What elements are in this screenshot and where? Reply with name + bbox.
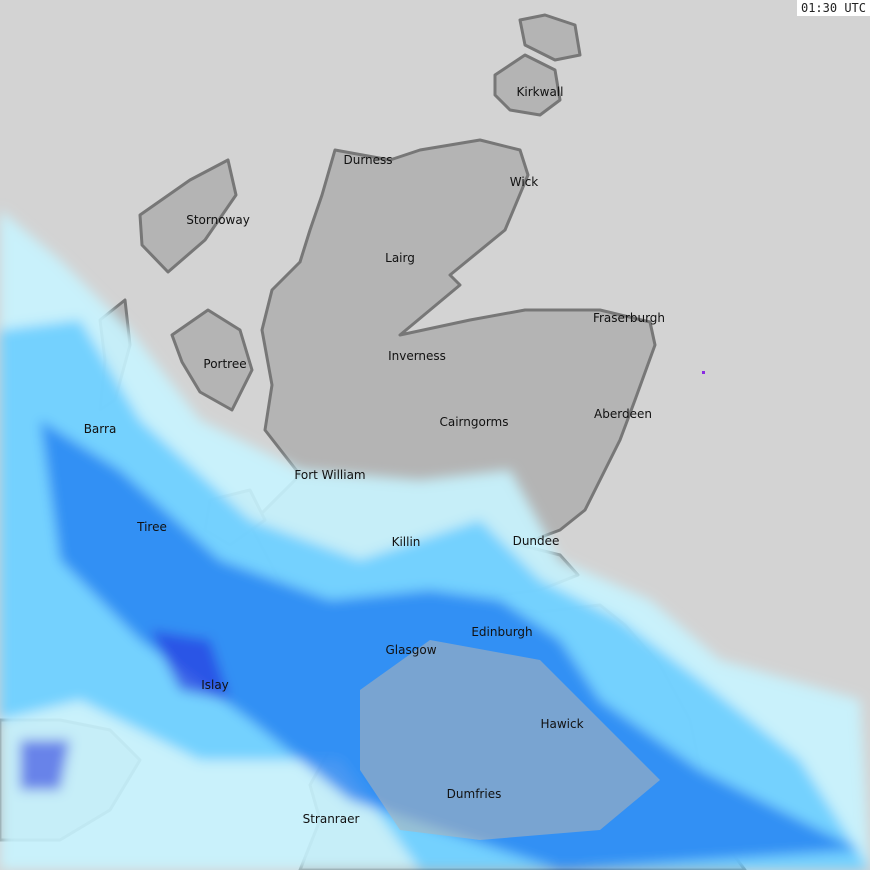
place-label: Wick	[509, 175, 539, 189]
skye	[170, 308, 254, 412]
place-label: Lairg	[385, 251, 415, 265]
lewis-harris	[138, 158, 238, 274]
place-label: Portree	[203, 357, 247, 371]
place-label: Kirkwall	[516, 85, 564, 99]
place-label: Barra	[83, 422, 117, 436]
land-overlay	[360, 640, 660, 840]
place-label: Stornoway	[186, 213, 250, 227]
place-label: Dumfries	[446, 787, 502, 801]
radar-echo	[702, 371, 705, 374]
place-label: Cairngorms	[439, 415, 509, 429]
place-label: Inverness	[388, 349, 446, 363]
place-label: Aberdeen	[594, 407, 652, 421]
place-label: Dundee	[512, 534, 560, 548]
place-label: Glasgow	[385, 643, 437, 657]
place-label: Islay	[201, 678, 229, 692]
shetland	[518, 13, 582, 62]
timestamp: 01:30 UTC	[796, 0, 870, 16]
place-label: Hawick	[540, 717, 584, 731]
place-label: Durness	[343, 153, 393, 167]
orkney	[493, 53, 562, 117]
place-label: Stranraer	[302, 812, 360, 826]
place-label: Tiree	[137, 520, 167, 534]
place-label: Fraserburgh	[592, 311, 666, 325]
place-label: Fort William	[294, 468, 366, 482]
place-label: Edinburgh	[471, 625, 533, 639]
place-label: Killin	[391, 535, 421, 549]
